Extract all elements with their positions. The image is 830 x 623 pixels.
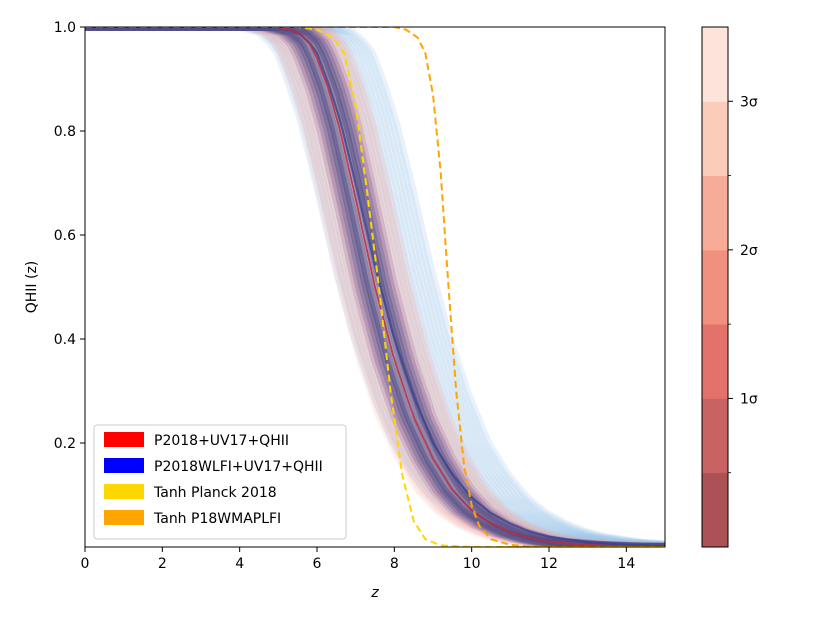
colorbar-band-3 <box>702 324 728 399</box>
colorbar-frame <box>701 26 729 548</box>
y-axis: 0.2 0.4 0.6 0.8 1.0 <box>54 20 85 452</box>
x-tick-label: 12 <box>540 556 558 572</box>
band-curve-blue <box>85 27 665 547</box>
band-curve-blue <box>85 27 665 547</box>
x-axis-title: z <box>370 585 379 601</box>
legend-swatch <box>104 510 144 525</box>
legend-label: Tanh Planck 2018 <box>153 485 277 501</box>
series-line-tanh-planck-2018 <box>85 27 665 547</box>
y-tick-label: 0.6 <box>54 228 76 244</box>
band-curve-blue <box>85 27 665 547</box>
colorbar-band-7 <box>702 27 728 102</box>
y-tick-label: 0.8 <box>54 124 76 140</box>
band-curve-blue <box>85 27 665 547</box>
band-curve-blue <box>85 27 665 547</box>
colorbar: 1σ 2σ 3σ <box>701 26 758 548</box>
colorbar-band-5 <box>702 175 728 251</box>
legend-label: P2018+UV17+QHII <box>154 433 289 449</box>
x-axis: 0 2 4 6 8 10 12 14 <box>81 547 635 572</box>
colorbar-tick-label: 1σ <box>740 391 758 407</box>
legend-swatch <box>104 432 144 447</box>
band-curve-blue <box>85 27 665 547</box>
colorbar-band-4 <box>702 249 728 325</box>
legend-swatch <box>104 458 144 473</box>
y-tick-label: 0.4 <box>54 332 76 348</box>
series-lines <box>85 27 665 547</box>
legend-box <box>93 424 347 540</box>
x-tick-label: 0 <box>81 556 90 572</box>
series-line-tanh-p18wmaplfi <box>85 27 665 547</box>
series-line-p2018wlfi-median <box>85 27 665 547</box>
x-tick-label: 14 <box>617 556 635 572</box>
band-curve-blue <box>85 27 665 547</box>
posterior-bands <box>85 27 665 547</box>
colorbar-band-2 <box>702 398 728 474</box>
legend-label: P2018WLFI+UV17+QHII <box>154 459 323 475</box>
legend: P2018+UV17+QHII P2018WLFI+UV17+QHII Tanh P… <box>93 424 347 540</box>
colorbar-tick-label: 3σ <box>740 94 758 110</box>
x-tick-label: 4 <box>235 556 244 572</box>
x-tick-label: 2 <box>158 556 167 572</box>
legend-label: Tanh P18WMAPLFI <box>153 511 281 527</box>
y-tick-label: 0.2 <box>54 436 76 452</box>
plot-frame <box>84 26 666 548</box>
colorbar-band-6 <box>702 101 728 177</box>
x-tick-label: 6 <box>313 556 322 572</box>
x-tick-label: 10 <box>463 556 481 572</box>
series-line-p2018-median <box>85 27 665 547</box>
y-axis-title: QHII (z) <box>24 261 40 314</box>
legend-swatch <box>104 484 144 499</box>
colorbar-band-1 <box>702 472 728 548</box>
y-tick-label: 1.0 <box>54 20 76 36</box>
band-curve-blue <box>85 27 665 547</box>
colorbar-tick-label: 2σ <box>740 243 758 259</box>
band-curve-blue <box>85 27 665 547</box>
x-tick-label: 8 <box>390 556 399 572</box>
